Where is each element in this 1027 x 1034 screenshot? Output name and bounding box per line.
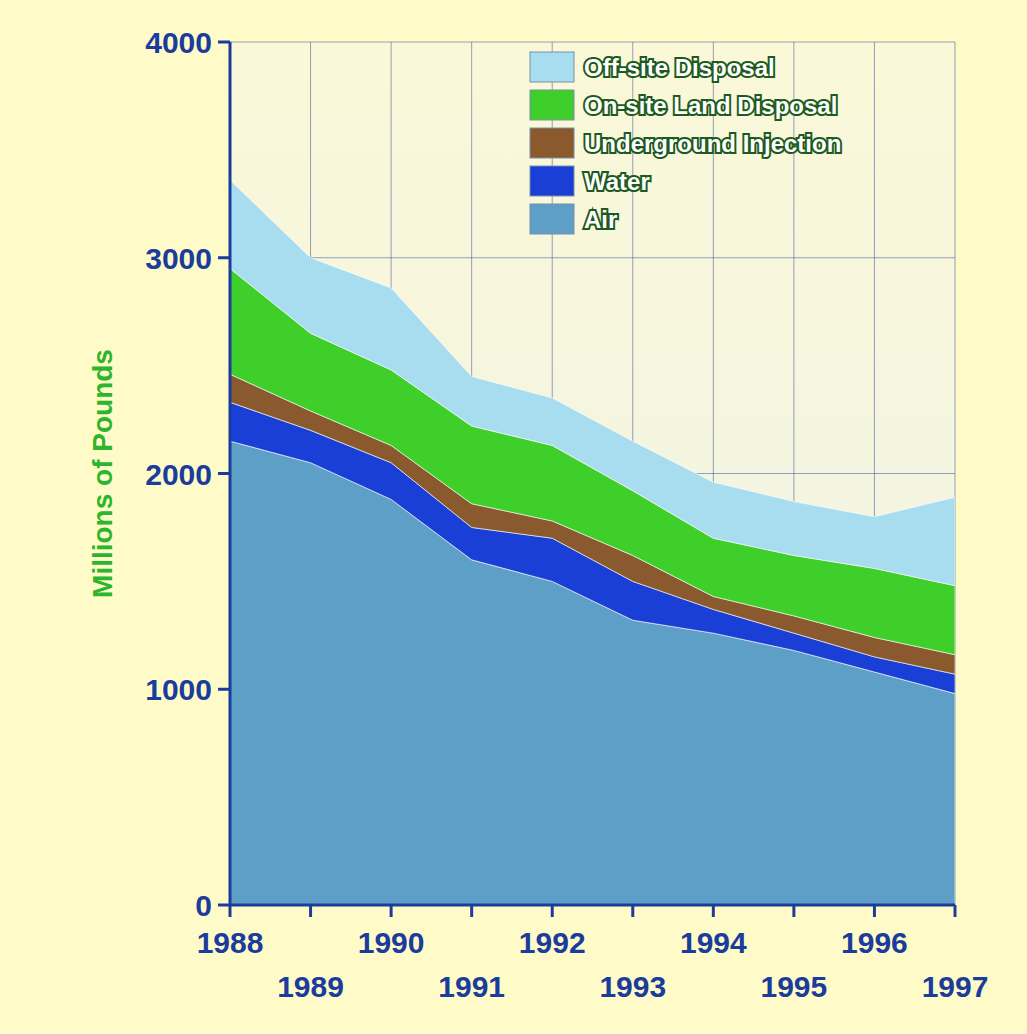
x-tick [954, 905, 957, 917]
legend-label: On-site Land Disposal [584, 92, 837, 119]
chart: 0 1000 2000 3000 4000 1988 1989 1990 1991 1992 199… [0, 0, 1027, 1034]
legend: Off-site Disposal On-site Land Disposal Un… [530, 52, 841, 234]
x-tick-label: 1993 [599, 970, 666, 1003]
x-tick-label: 1997 [922, 970, 989, 1003]
x-tick [873, 905, 876, 917]
y-tick-label: 4000 [145, 26, 212, 59]
x-tick [792, 905, 795, 917]
y-tick-label: 0 [195, 889, 212, 922]
y-axis-title: Millions of Pounds [87, 349, 118, 598]
grid-line [230, 905, 955, 906]
legend-label: Underground Injection [584, 130, 841, 157]
plot-background [230, 42, 955, 905]
y-tick [218, 256, 230, 259]
grid-line [230, 257, 955, 258]
areas [230, 180, 955, 905]
y-tick-label: 1000 [145, 673, 212, 706]
x-tick [631, 905, 634, 917]
y-tick [218, 904, 230, 907]
x-tick [390, 905, 393, 917]
legend-swatch [530, 128, 574, 158]
y-tick [218, 472, 230, 475]
x-tick-label: 1989 [277, 970, 344, 1003]
y-tick-label: 3000 [145, 242, 212, 275]
grid-line [230, 42, 955, 43]
x-tick-label: 1991 [438, 970, 505, 1003]
legend-label: Water [584, 168, 650, 195]
y-tick [218, 688, 230, 691]
legend-swatch [530, 90, 574, 120]
x-axis [230, 904, 955, 907]
legend-swatch [530, 166, 574, 196]
x-tick-label: 1992 [519, 926, 586, 959]
legend-label: Off-site Disposal [584, 54, 775, 81]
x-tick [470, 905, 473, 917]
x-tick [229, 905, 232, 917]
y-tick [218, 41, 230, 44]
area [230, 180, 955, 586]
x-tick-label: 1988 [197, 926, 264, 959]
x-tick-label: 1995 [761, 970, 828, 1003]
x-tick [712, 905, 715, 917]
x-tick-label: 1996 [841, 926, 908, 959]
legend-label: Air [584, 206, 617, 233]
x-tick-label: 1994 [680, 926, 747, 959]
x-tick [551, 905, 554, 917]
legend-swatch [530, 52, 574, 82]
legend-swatch [530, 204, 574, 234]
x-tick [309, 905, 312, 917]
y-tick-label: 2000 [145, 458, 212, 491]
x-tick-label: 1990 [358, 926, 425, 959]
